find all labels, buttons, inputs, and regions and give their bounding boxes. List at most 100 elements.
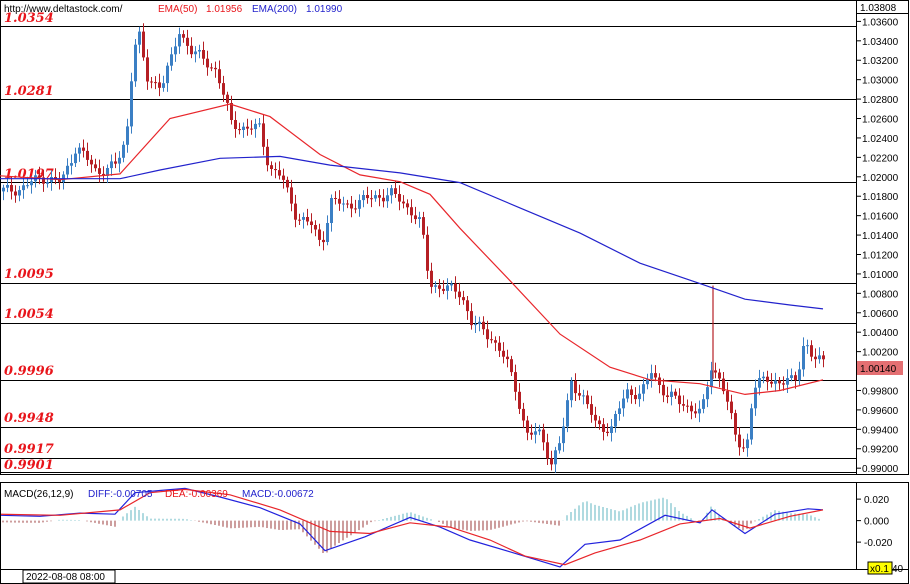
price-axis: [856, 0, 909, 475]
candle-body: [598, 420, 601, 425]
price-tick-label: 1.01800: [862, 192, 899, 203]
candle-body: [190, 45, 193, 55]
candle-body: [122, 144, 125, 158]
zoom-box[interactable]: [867, 561, 893, 575]
candle-body: [386, 195, 389, 202]
candle-body: [494, 340, 497, 343]
candle-body: [14, 191, 17, 196]
candle-body: [350, 203, 353, 209]
candle-body: [378, 195, 381, 198]
candle-body: [18, 190, 21, 196]
candle-body: [210, 67, 213, 69]
candle-body: [278, 170, 281, 176]
candle-body: [446, 285, 449, 291]
candle-body: [398, 194, 401, 202]
candle-body: [626, 389, 629, 399]
candle-body: [70, 163, 73, 166]
candle-body: [526, 420, 529, 433]
ema200-line: [0, 155, 824, 310]
candle-body: [582, 395, 585, 397]
current-price-box: [857, 361, 903, 375]
candle-body: [2, 187, 5, 192]
candle-body: [286, 179, 289, 188]
macd-axis: [856, 482, 909, 570]
candle-body: [6, 185, 9, 188]
candle-body: [470, 311, 473, 326]
candle-body: [118, 157, 121, 164]
candle-body: [818, 355, 821, 360]
candle-body: [354, 208, 357, 210]
candle-body: [442, 288, 445, 291]
zoom-label[interactable]: x0.1: [870, 564, 889, 575]
candle-body: [630, 389, 633, 395]
candle-body: [406, 203, 409, 208]
candle-body: [142, 31, 145, 58]
candle-body: [766, 376, 769, 382]
candle-body: [158, 82, 161, 88]
candle-body: [146, 57, 149, 82]
top-price-label: 1.03808: [860, 3, 897, 14]
candle-body: [618, 408, 621, 414]
candle-body: [10, 185, 13, 192]
candle-body: [410, 207, 413, 216]
candle-body: [530, 432, 533, 435]
candle-body: [78, 147, 81, 154]
candle-body: [510, 359, 513, 373]
candle-body: [390, 188, 393, 196]
candle-body: [334, 198, 337, 199]
candle-body: [126, 126, 129, 145]
price-tick-label: 1.02200: [862, 153, 899, 164]
candle-body: [194, 51, 197, 55]
candle-body: [810, 345, 813, 357]
candle-body: [358, 200, 361, 209]
price-tick-label: 1.03400: [862, 37, 899, 48]
candle-body: [794, 375, 797, 381]
candle-body: [714, 370, 717, 373]
price-tick-label: 1.03200: [862, 56, 899, 67]
price-tick-label: 1.00200: [862, 348, 899, 359]
candle-body: [370, 198, 373, 200]
candle-body: [534, 431, 537, 435]
price-tick-label: 1.01400: [862, 231, 899, 242]
candle-body: [574, 380, 577, 394]
ema200-legend-label: EMA(200): [252, 4, 297, 15]
candle-body: [722, 378, 725, 392]
macd-tick-label: 0.020: [864, 495, 889, 506]
candle-body: [706, 387, 709, 400]
candle-body: [478, 321, 481, 325]
candle-body: [474, 324, 477, 326]
candle-body: [798, 369, 801, 381]
candle-body: [778, 380, 781, 384]
price-tick-label: 0.99400: [862, 425, 899, 436]
candle-body: [214, 67, 217, 70]
candle-body: [382, 197, 385, 202]
candle-body: [394, 188, 397, 194]
candle-body: [762, 376, 765, 379]
candle-body: [230, 103, 233, 120]
candle-body: [178, 34, 181, 47]
macd-diff-line: [1, 487, 824, 568]
candle-body: [98, 168, 101, 174]
candle-body: [654, 373, 657, 378]
candle-body: [198, 50, 201, 52]
candle-body: [258, 123, 261, 125]
macd-tick-labels: 0.020 0.000 -0.020: [857, 495, 893, 549]
source-link[interactable]: http://www.deltastock.com/: [4, 4, 123, 15]
price-tick-label: 0.99800: [862, 386, 899, 397]
time-axis: [0, 569, 909, 584]
candle-body: [702, 399, 705, 409]
candle-body: [694, 411, 697, 414]
candle-body: [322, 239, 325, 243]
price-tick-label: 1.02000: [862, 173, 899, 184]
macd-diff-label: DIFF:-0.00705: [88, 489, 153, 500]
price-tick-label: 1.02400: [862, 134, 899, 145]
macd-value-label: MACD:-0.00672: [242, 489, 314, 500]
candle-body: [222, 83, 225, 95]
level-label-1-0054: 1.0054: [4, 307, 54, 322]
candle-body: [274, 169, 277, 171]
candle-body: [110, 161, 113, 169]
current-price-label: 1.00140: [860, 364, 897, 375]
price-tick-label: 1.00600: [862, 309, 899, 320]
candle-body: [166, 65, 169, 84]
price-tick-label: 1.02600: [862, 115, 899, 126]
